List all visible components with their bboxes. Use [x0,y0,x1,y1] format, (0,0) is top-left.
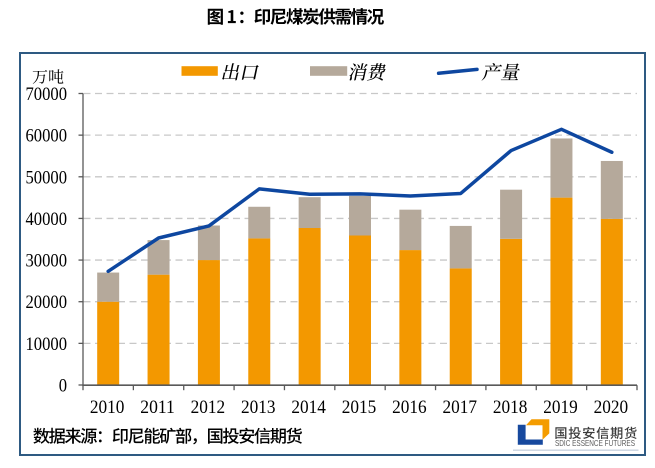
svg-text:40000: 40000 [26,209,68,230]
svg-text:SDIC ESSENCE FUTURES: SDIC ESSENCE FUTURES [555,438,635,448]
svg-text:70000: 70000 [26,84,68,105]
svg-text:10000: 10000 [26,334,68,355]
svg-text:50000: 50000 [26,167,68,188]
svg-text:2013: 2013 [241,397,276,418]
svg-text:2020: 2020 [594,397,629,418]
svg-text:2011: 2011 [140,397,175,418]
svg-text:2017: 2017 [442,397,477,418]
svg-text:2015: 2015 [342,397,377,418]
svg-text:2012: 2012 [191,397,226,418]
svg-text:60000: 60000 [26,126,68,147]
svg-text:2019: 2019 [543,397,578,418]
svg-text:30000: 30000 [26,251,68,272]
svg-text:2010: 2010 [90,397,125,418]
svg-text:2016: 2016 [392,397,427,418]
svg-text:0: 0 [59,376,67,397]
svg-text:2018: 2018 [493,397,528,418]
svg-text:20000: 20000 [26,292,68,313]
svg-text:2014: 2014 [291,397,326,418]
